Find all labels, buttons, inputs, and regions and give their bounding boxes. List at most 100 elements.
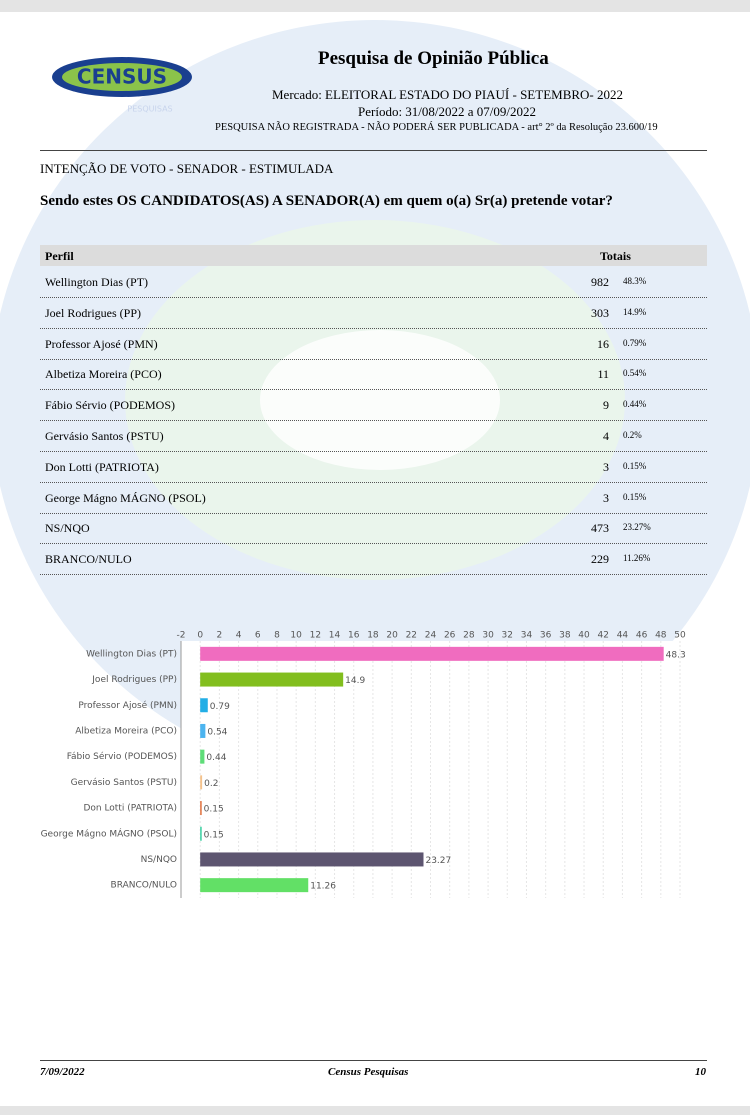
x-tick-label: 46 bbox=[636, 631, 648, 641]
x-tick-label: 26 bbox=[444, 631, 456, 641]
percent: 0.15% bbox=[623, 460, 647, 471]
percent: 48.3% bbox=[623, 276, 647, 286]
logo: CENSUS PESQUISAS bbox=[52, 57, 192, 114]
value-label: 0.44 bbox=[206, 753, 226, 763]
x-tick-label: 44 bbox=[617, 631, 629, 641]
table-row: Joel Rodrigues (PP) 303 14.9% bbox=[40, 298, 707, 329]
x-tick-label: 2 bbox=[217, 631, 223, 641]
count: 3 bbox=[603, 459, 609, 474]
percent: 0.2% bbox=[623, 430, 642, 440]
question: Sendo estes OS CANDIDATOS(AS) A SENADOR(… bbox=[40, 193, 613, 209]
table-row: Gervásio Santos (PSTU) 4 0.2% bbox=[40, 421, 707, 452]
candidate: Joel Rodrigues (PP) bbox=[45, 305, 141, 320]
value-label: 0.79 bbox=[210, 702, 230, 712]
percent: 11.26% bbox=[623, 553, 651, 564]
col-head: Totais bbox=[600, 249, 631, 263]
x-tick-label: 28 bbox=[463, 631, 475, 641]
percent: 0.44% bbox=[623, 399, 647, 410]
value-label: 11.26 bbox=[310, 882, 336, 892]
candidate: Gervásio Santos (PSTU) bbox=[45, 429, 164, 443]
title: Pesquisa de Opinião Pública bbox=[318, 48, 549, 69]
value-label: 0.54 bbox=[207, 727, 227, 737]
watermark bbox=[0, 20, 750, 780]
candidate: George Mágno MÁGNO (PSOL) bbox=[45, 490, 206, 505]
value-label: 23.27 bbox=[425, 856, 451, 866]
footer-rule bbox=[40, 1060, 707, 1061]
bar bbox=[200, 646, 664, 661]
notice: PESQUISA NÃO REGISTRADA - NÃO PODERÁ SER… bbox=[215, 122, 658, 133]
period: Período: 31/08/2022 a 07/09/2022 bbox=[358, 104, 537, 119]
bar bbox=[200, 775, 203, 790]
candidate: Albetiza Moreira (PCO) bbox=[45, 367, 162, 382]
y-tick-label: Professor Ajosé (PMN) bbox=[78, 700, 177, 711]
x-tick-label: 42 bbox=[598, 631, 609, 641]
footer-page: 10 bbox=[695, 1066, 706, 1078]
y-tick-label: Fábio Sérvio (PODEMOS) bbox=[67, 751, 177, 762]
x-tick-label: 8 bbox=[274, 631, 280, 641]
y-tick-label: Gervásio Santos (PSTU) bbox=[71, 778, 177, 788]
count: 16 bbox=[597, 336, 609, 351]
table-row: Don Lotti (PATRIOTA) 3 0.15% bbox=[40, 452, 707, 483]
x-tick-label: 30 bbox=[482, 631, 494, 641]
candidate: Professor Ajosé (PMN) bbox=[45, 336, 158, 351]
y-tick-label: George Mágno MÁGNO (PSOL) bbox=[41, 827, 177, 839]
candidate: Don Lotti (PATRIOTA) bbox=[45, 459, 159, 474]
x-tick-label: 10 bbox=[290, 631, 302, 641]
bar bbox=[200, 672, 344, 687]
footer-company: Census Pesquisas bbox=[328, 1066, 409, 1078]
table-row: George Mágno MÁGNO (PSOL) 3 0.15% bbox=[40, 483, 707, 514]
y-tick-label: Wellington Dias (PT) bbox=[86, 649, 177, 659]
count: 9 bbox=[603, 398, 609, 413]
logo-sub: PESQUISAS bbox=[127, 105, 172, 114]
percent: 14.9% bbox=[623, 306, 647, 317]
value-label: 0.2 bbox=[204, 779, 218, 789]
count: 3 bbox=[603, 490, 609, 505]
section: INTENÇÃO DE VOTO - SENADOR - ESTIMULADA bbox=[40, 161, 334, 176]
x-tick-label: 16 bbox=[348, 631, 360, 641]
bar bbox=[200, 878, 309, 893]
table-row: Wellington Dias (PT) 982 48.3% bbox=[40, 267, 707, 298]
x-tick-label: -2 bbox=[177, 631, 186, 641]
count: 982 bbox=[591, 275, 609, 289]
top-border bbox=[0, 0, 750, 12]
candidate: Wellington Dias (PT) bbox=[45, 275, 149, 289]
bar bbox=[200, 723, 206, 738]
bar bbox=[200, 801, 202, 816]
col-head: Perfil bbox=[45, 249, 74, 263]
x-tick-label: 20 bbox=[386, 631, 398, 641]
y-tick-label: NS/NQO bbox=[141, 855, 177, 865]
bar bbox=[200, 852, 424, 867]
percent: 0.79% bbox=[623, 337, 647, 348]
percent: 23.27% bbox=[623, 522, 651, 533]
x-tick-label: 18 bbox=[367, 631, 379, 641]
x-tick-label: 12 bbox=[310, 631, 321, 641]
x-tick-label: 38 bbox=[559, 631, 571, 641]
rule bbox=[40, 150, 707, 151]
value-label: 48.3 bbox=[666, 650, 686, 660]
percent: 0.54% bbox=[623, 368, 647, 379]
logo-text: CENSUS bbox=[77, 65, 167, 89]
x-tick-label: 32 bbox=[502, 631, 513, 641]
table-row: Fábio Sérvio (PODEMOS) 9 0.44% bbox=[40, 390, 707, 422]
x-tick-label: 34 bbox=[521, 631, 533, 641]
bar bbox=[200, 826, 202, 841]
x-tick-label: 0 bbox=[197, 631, 203, 641]
bar bbox=[200, 749, 205, 764]
y-tick-label: Joel Rodrigues (PP) bbox=[91, 675, 177, 685]
value-label: 14.9 bbox=[345, 676, 365, 686]
x-tick-label: 50 bbox=[674, 631, 686, 641]
candidate: BRANCO/NULO bbox=[45, 552, 132, 567]
y-tick-label: BRANCO/NULO bbox=[111, 881, 177, 891]
percent: 0.15% bbox=[623, 491, 647, 502]
x-tick-label: 40 bbox=[578, 631, 590, 641]
bottom-border bbox=[0, 1106, 750, 1115]
count: 229 bbox=[591, 552, 609, 567]
x-tick-label: 6 bbox=[255, 631, 261, 641]
value-label: 0.15 bbox=[204, 830, 224, 840]
y-tick-label: Don Lotti (PATRIOTA) bbox=[83, 804, 177, 814]
x-tick-label: 22 bbox=[406, 631, 417, 641]
x-tick-label: 4 bbox=[236, 631, 242, 641]
count: 473 bbox=[591, 521, 609, 536]
x-tick-label: 48 bbox=[655, 631, 667, 641]
